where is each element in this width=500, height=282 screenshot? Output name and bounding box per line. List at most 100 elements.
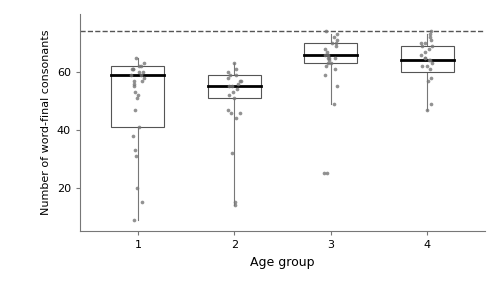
Point [418,41,426,45]
Point [428,61,436,66]
Point [426,32,434,37]
Point [428,29,436,34]
Point [234,81,242,86]
Point [418,52,426,57]
Point [324,52,332,57]
Point [225,84,233,89]
Point [232,67,239,71]
Point [330,102,338,106]
Point [418,64,426,69]
Point [236,78,244,83]
Point [233,87,241,92]
Point [131,148,139,153]
Point [331,55,339,60]
Point [425,47,433,51]
Point [334,84,342,89]
Point [333,32,341,37]
Point [426,35,434,39]
Point [320,52,328,57]
Point [228,84,235,89]
Point [232,73,239,77]
Point [232,116,240,121]
Point [321,73,329,77]
Point [224,107,232,112]
Point [425,58,433,63]
Point [130,81,138,86]
Point [132,154,140,158]
Point [332,44,340,48]
Bar [304,43,357,63]
Bar [112,66,164,127]
Point [324,61,332,66]
Point [134,93,142,97]
Point [140,61,148,66]
Bar [208,75,261,98]
Point [322,171,330,176]
Point [228,151,235,155]
Point [322,64,330,69]
Point [129,133,137,138]
Point [135,70,143,74]
Point [426,67,434,71]
X-axis label: Age group: Age group [250,256,315,269]
Point [230,90,237,94]
Point [322,29,330,34]
Point [331,67,339,71]
Point [129,67,137,71]
Point [136,73,144,77]
Point [325,55,333,60]
Point [134,186,141,190]
Point [133,96,141,100]
Point [328,61,336,66]
Point [129,67,137,71]
Point [140,76,148,80]
Point [421,41,429,45]
Point [138,78,146,83]
Bar [400,46,454,72]
Point [427,38,435,42]
Point [236,110,244,115]
Point [130,217,138,222]
Point [421,49,429,54]
Point [138,200,145,204]
Point [230,96,238,100]
Point [236,78,244,83]
Point [231,203,239,208]
Point [136,125,143,129]
Point [130,78,138,83]
Point [332,38,340,42]
Point [421,55,429,60]
Point [332,41,340,45]
Point [321,47,329,51]
Point [128,73,136,77]
Point [139,70,147,74]
Point [427,102,435,106]
Point [325,58,333,63]
Point [330,35,338,39]
Point [135,64,143,69]
Point [328,41,336,45]
Point [426,76,434,80]
Point [128,67,136,71]
Point [424,78,432,83]
Point [320,171,328,176]
Point [426,58,434,63]
Point [420,55,428,60]
Y-axis label: Number of word-final consonants: Number of word-final consonants [42,30,51,215]
Point [226,73,234,77]
Point [423,107,431,112]
Point [225,93,233,97]
Point [224,76,232,80]
Point [423,64,431,69]
Point [428,44,436,48]
Point [224,70,232,74]
Point [418,44,426,48]
Point [130,84,138,89]
Point [230,200,238,204]
Point [131,90,139,94]
Point [132,55,140,60]
Point [131,107,139,112]
Point [227,110,235,115]
Point [230,61,238,66]
Point [322,49,330,54]
